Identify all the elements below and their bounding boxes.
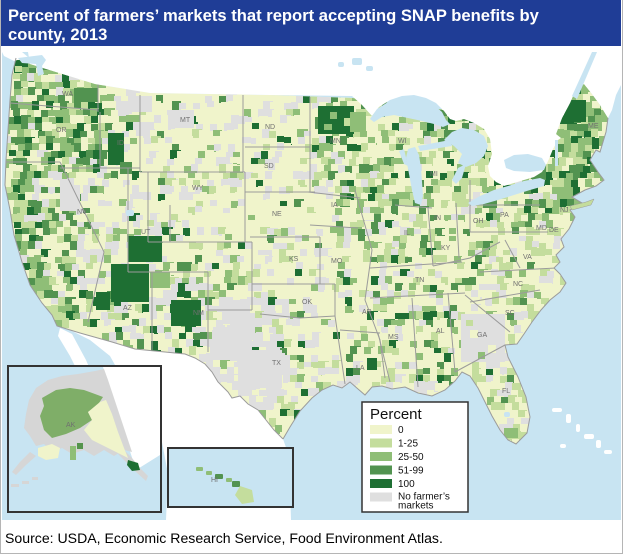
svg-text:MO: MO [331, 258, 343, 265]
svg-text:Percent of farmers’ markets th: Percent of farmers’ markets that report … [8, 6, 540, 25]
svg-text:IL: IL [404, 230, 410, 237]
svg-text:markets: markets [398, 501, 434, 512]
svg-text:SD: SD [264, 163, 274, 170]
svg-text:100: 100 [398, 479, 415, 490]
svg-text:AK: AK [66, 422, 76, 429]
svg-text:25-50: 25-50 [398, 452, 424, 463]
svg-text:51-99: 51-99 [398, 466, 424, 477]
svg-text:0: 0 [398, 425, 404, 436]
svg-text:No farmer’s: No farmer’s [398, 492, 450, 503]
svg-text:NE: NE [272, 211, 282, 218]
svg-text:SC: SC [505, 310, 515, 317]
svg-text:MT: MT [180, 117, 191, 124]
svg-text:OK: OK [302, 299, 312, 306]
svg-text:WI: WI [398, 138, 407, 145]
svg-text:ME: ME [588, 123, 599, 130]
svg-text:TX: TX [272, 360, 281, 367]
svg-text:NM: NM [193, 310, 204, 317]
svg-text:MN: MN [330, 138, 341, 145]
svg-text:ND: ND [265, 124, 275, 131]
svg-text:MS: MS [388, 334, 399, 341]
svg-text:AR: AR [362, 309, 372, 316]
svg-text:WY: WY [192, 185, 204, 192]
svg-text:MI: MI [430, 171, 438, 178]
svg-text:FL: FL [502, 388, 510, 395]
svg-text:TN: TN [415, 277, 424, 284]
svg-text:PA: PA [500, 212, 509, 219]
svg-text:KS: KS [289, 256, 299, 263]
svg-text:LA: LA [356, 365, 365, 372]
svg-text:DE: DE [549, 227, 559, 234]
svg-text:WA: WA [62, 91, 73, 98]
svg-text:KY: KY [441, 245, 451, 252]
svg-text:GA: GA [477, 332, 487, 339]
svg-text:AL: AL [436, 328, 445, 335]
svg-text:IN: IN [434, 215, 441, 222]
svg-text:HI: HI [211, 477, 218, 484]
svg-text:IA: IA [331, 202, 338, 209]
svg-text:Source: USDA, Economic Researc: Source: USDA, Economic Research Service,… [5, 530, 443, 546]
svg-text:OH: OH [473, 218, 484, 225]
svg-text:1-25: 1-25 [398, 439, 418, 450]
svg-text:UT: UT [141, 229, 151, 236]
svg-text:NJ: NJ [560, 207, 569, 214]
svg-text:AZ: AZ [123, 305, 133, 312]
svg-text:OR: OR [56, 127, 67, 134]
svg-text:NC: NC [513, 281, 523, 288]
svg-text:VA: VA [523, 254, 532, 261]
svg-text:county, 2013: county, 2013 [8, 25, 107, 44]
svg-text:MD: MD [536, 225, 547, 232]
svg-text:ID: ID [117, 140, 124, 147]
svg-text:NV: NV [77, 209, 87, 216]
svg-text:Percent: Percent [370, 406, 423, 423]
